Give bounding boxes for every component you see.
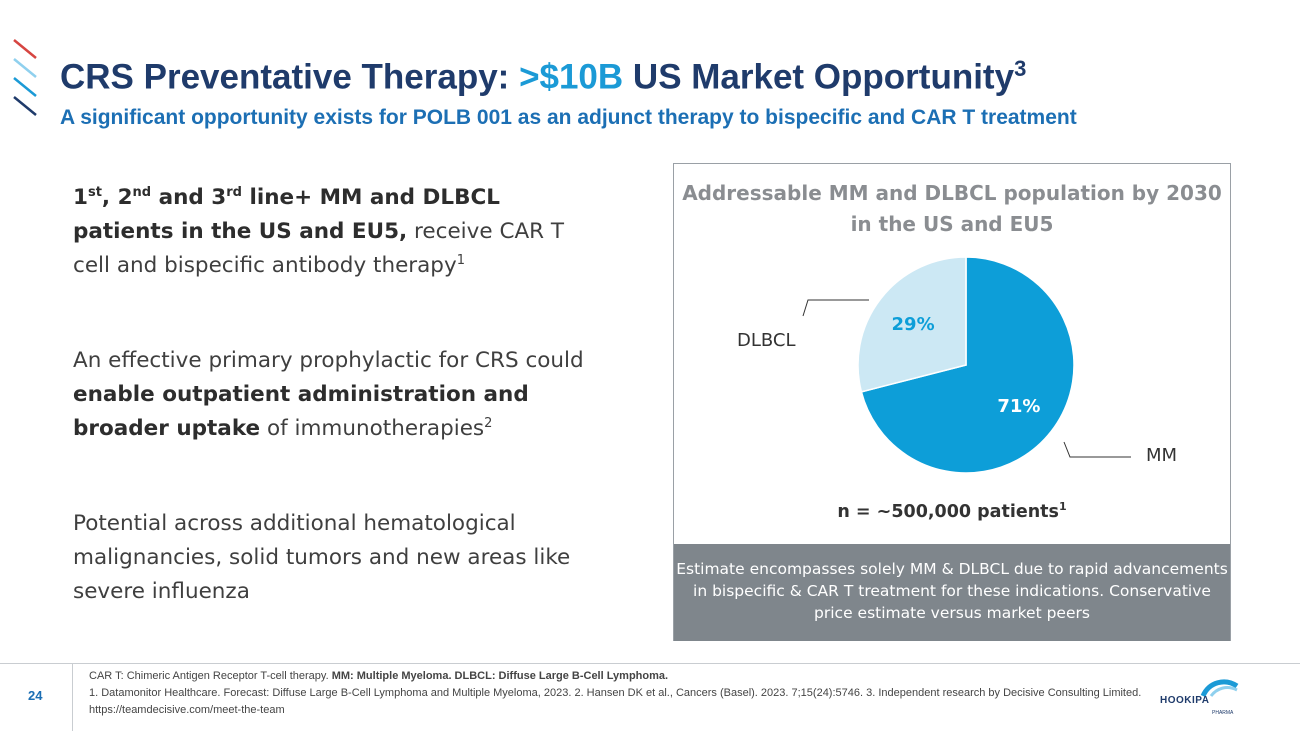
data-label-dlbcl: 29% [892,314,935,335]
category-label-dlbcl: DLBCL [737,330,796,351]
logo-subtext: PHARMA [1212,710,1234,716]
hookipa-logo-icon [1200,679,1239,698]
decorative-slashes [13,39,37,116]
page-subtitle: A significant opportunity exists for POL… [60,106,1077,129]
title-accent: >$10B [519,57,624,97]
chart-panel: Addressable MM and DLBCL population by 2… [673,163,1231,641]
logo-wordmark: HOOKIPA [1160,695,1210,706]
bullet-2: An effective primary prophylactic for CR… [73,348,584,441]
leader-line-dlbcl [802,299,869,317]
category-label-mm: MM [1146,445,1177,466]
leader-line-mm [1063,441,1131,458]
estimate-note: Estimate encompasses solely MM & DLBCL d… [674,544,1230,641]
data-label-mm: 71% [997,396,1040,417]
bullet-1: 1st, 2nd and 3rd line+ MM and DLBCL pati… [73,184,565,278]
pie-slice-dlbcl [857,256,967,393]
pie-chart: 71% 29% DLBCL MM [737,256,1177,474]
page-title: CRS Preventative Therapy: >$10B US Marke… [60,56,1027,97]
footer-divider [0,663,1300,664]
pie-slice-mm [860,256,1075,474]
page-number: 24 [28,688,43,703]
footer-vertical-divider [72,663,73,731]
footnotes: CAR T: Chimeric Antigen Receptor T-cell … [89,670,1142,716]
sample-size-label: n = ~500,000 patients1 [837,500,1067,522]
chart-title: Addressable MM and DLBCL population by 2… [682,181,1222,236]
bullet-3: Potential across additional hematologica… [73,511,571,604]
